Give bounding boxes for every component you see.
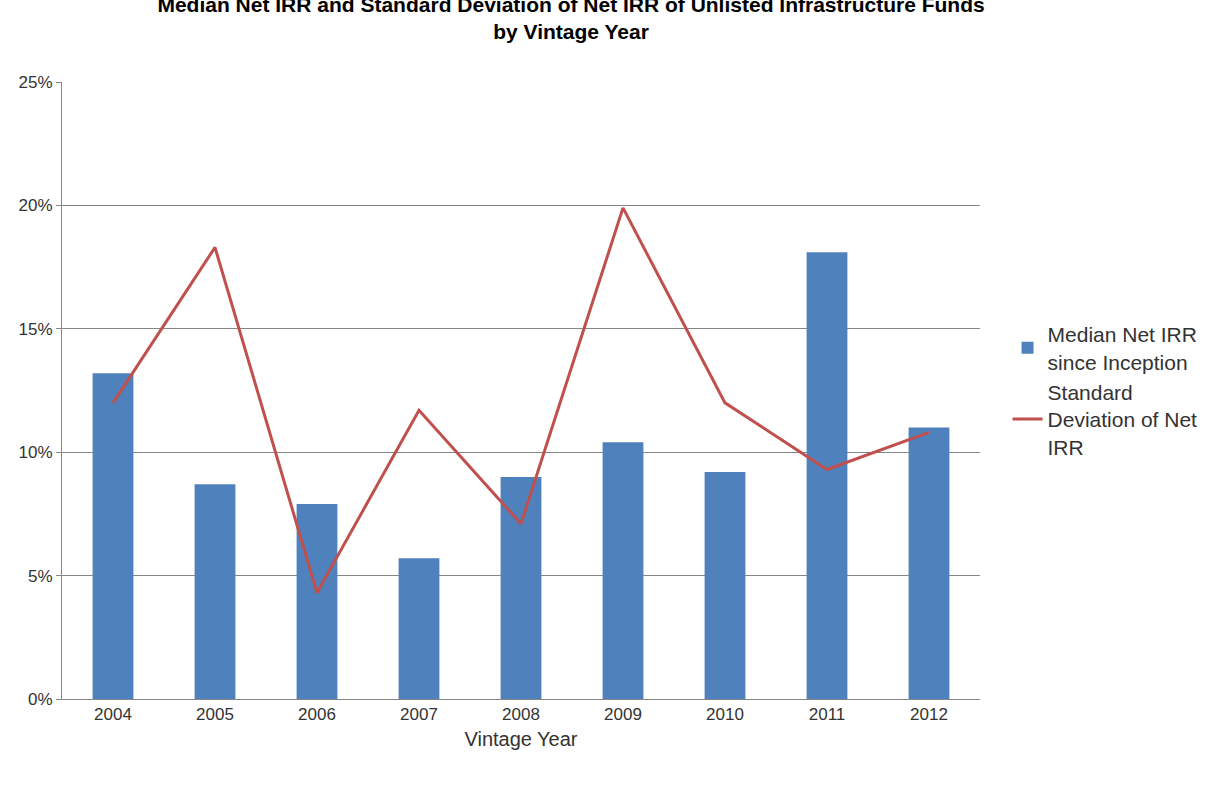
svg-text:2008: 2008 [502,705,540,724]
svg-text:2009: 2009 [604,705,642,724]
svg-text:Median Net IRRsince Inception: Median Net IRRsince Inception [1048,323,1197,373]
svg-text:5%: 5% [28,567,53,586]
svg-text:2010: 2010 [706,705,744,724]
svg-text:2007: 2007 [400,705,438,724]
svg-text:20%: 20% [19,196,53,215]
svg-text:2006: 2006 [298,705,336,724]
svg-text:Median Net IRR and Standard De: Median Net IRR and Standard Deviation of… [157,0,984,43]
svg-text:Vintage Year: Vintage Year [464,728,577,750]
svg-text:0%: 0% [28,690,53,709]
svg-text:2004: 2004 [94,705,132,724]
svg-text:StandardDeviation of NetIRR: StandardDeviation of NetIRR [1048,381,1198,459]
svg-text:2005: 2005 [196,705,234,724]
svg-text:2011: 2011 [809,705,846,724]
svg-text:10%: 10% [19,443,53,462]
svg-text:Source: Preqin Performance Ana: Source: Preqin Performance Analyst and I… [714,809,1215,811]
svg-text:25%: 25% [19,73,53,92]
svg-text:15%: 15% [19,320,53,339]
svg-text:2012: 2012 [910,705,948,724]
